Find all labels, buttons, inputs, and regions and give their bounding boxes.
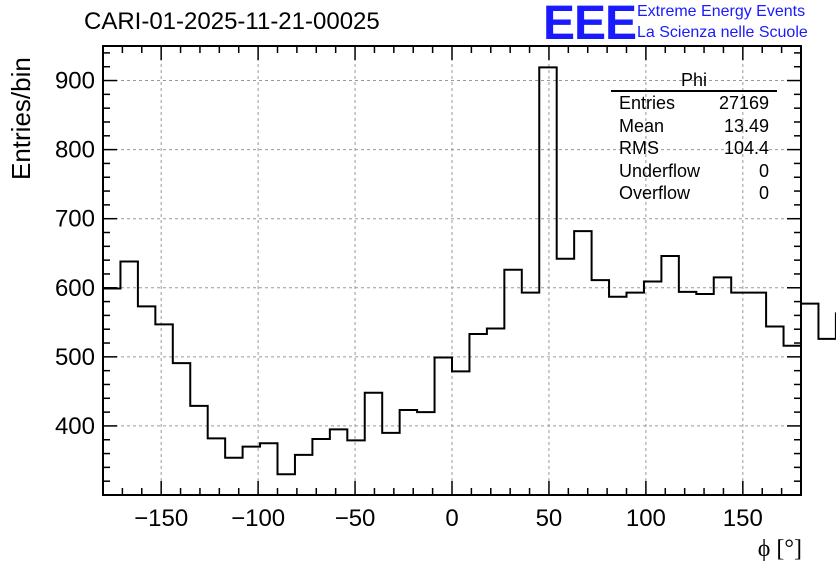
x-tick-label: 50 xyxy=(536,505,563,532)
stats-row-overflow: Overflow 0 xyxy=(611,182,777,205)
x-tick-label: −50 xyxy=(335,505,376,532)
stats-row-rms: RMS 104.4 xyxy=(611,137,777,160)
stats-value: 13.49 xyxy=(723,115,769,136)
stats-label: Entries xyxy=(619,93,676,113)
y-tick-label: 600 xyxy=(55,275,95,302)
stats-row-mean: Mean 13.49 xyxy=(611,115,777,138)
y-axis-ticks: 400 500 600 700 800 900 xyxy=(55,52,801,482)
y-axis-label: Entries/bin xyxy=(6,57,36,180)
logo-text-line1: Extreme Energy Events xyxy=(637,3,806,20)
stats-title: Phi xyxy=(611,70,777,92)
grid-lines xyxy=(103,46,801,495)
logo-text-line2: La Scienza nelle Scuole xyxy=(637,24,808,41)
x-tick-label: 150 xyxy=(723,505,763,532)
stats-label: Overflow xyxy=(619,183,691,203)
y-tick-label: 400 xyxy=(55,413,95,440)
stats-value: 0 xyxy=(758,160,769,181)
y-tick-label: 500 xyxy=(55,344,95,371)
stats-label: Underflow xyxy=(619,160,701,181)
stats-value: 0 xyxy=(758,183,769,203)
stats-value: 104.4 xyxy=(723,138,769,158)
stats-label: Mean xyxy=(619,115,665,136)
y-tick-label: 700 xyxy=(55,206,95,233)
x-tick-label: 100 xyxy=(626,505,666,532)
chart-title: CARI-01-2025-11-21-00025 xyxy=(84,8,380,35)
stats-row-entries: Entries 27169 xyxy=(611,92,777,115)
x-tick-label: −100 xyxy=(231,505,285,532)
stats-row-underflow: Underflow 0 xyxy=(611,160,777,183)
y-tick-label: 800 xyxy=(55,137,95,164)
eee-logo: EEE xyxy=(543,0,637,50)
stats-value: 27169 xyxy=(718,93,769,113)
x-axis-ticks: −150 −100 −50 0 50 100 150 xyxy=(102,46,802,532)
x-tick-label: −150 xyxy=(134,505,188,532)
stats-box: Phi Entries 27169 Mean 13.49 RMS 104.4 U… xyxy=(611,70,777,205)
stats-label: RMS xyxy=(619,138,659,158)
x-axis-label: ϕ [°] xyxy=(757,536,802,562)
histogram-outline xyxy=(102,66,836,495)
y-tick-label: 900 xyxy=(55,68,95,95)
x-tick-label: 0 xyxy=(445,505,458,532)
